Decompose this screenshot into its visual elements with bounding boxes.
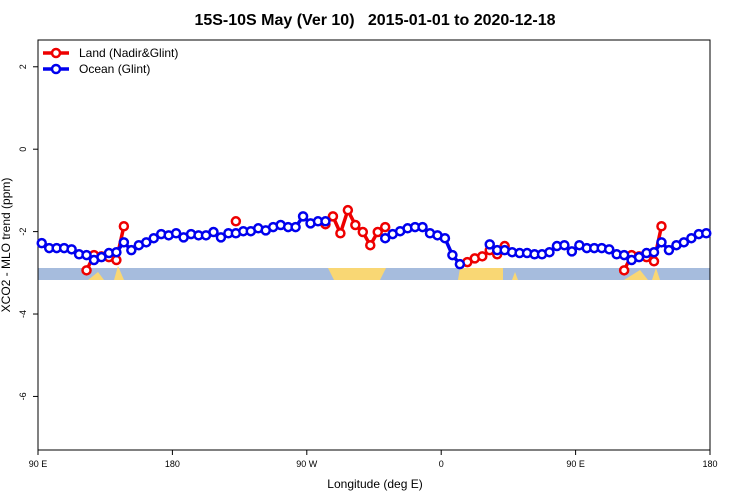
- point: [208, 226, 219, 238]
- point: [111, 246, 122, 258]
- point: [81, 249, 92, 261]
- y-tick-label: -2: [18, 228, 28, 236]
- point: [618, 249, 630, 261]
- x-tick-label: 180: [702, 459, 717, 469]
- point: [379, 221, 391, 233]
- point: [618, 265, 630, 276]
- point: [656, 237, 667, 248]
- point: [148, 232, 159, 244]
- point: [633, 251, 645, 263]
- point: [81, 265, 92, 276]
- y-tick-label: -6: [18, 392, 28, 400]
- point: [327, 211, 339, 222]
- point: [447, 249, 458, 261]
- point: [544, 246, 555, 258]
- x-tick-label: 180: [165, 459, 180, 469]
- point: [603, 244, 615, 255]
- x-axis-label: Longitude (deg E): [327, 477, 422, 491]
- point: [439, 232, 451, 244]
- point: [477, 251, 488, 262]
- point: [648, 246, 660, 258]
- series-line: [84, 205, 664, 272]
- y-tick-label: 2: [18, 64, 28, 69]
- point: [357, 226, 369, 238]
- point: [372, 226, 383, 238]
- point: [170, 228, 182, 239]
- point: [379, 232, 391, 244]
- x-tick-label: 90 W: [296, 459, 318, 469]
- x-tick-label: 90 E: [566, 459, 585, 469]
- point: [118, 221, 130, 232]
- point: [350, 219, 361, 231]
- point: [686, 232, 697, 244]
- point: [656, 221, 667, 232]
- y-tick-label: 0: [18, 147, 28, 152]
- point: [215, 232, 227, 243]
- point: [342, 204, 354, 216]
- y-tick-label: -4: [18, 310, 28, 318]
- point: [566, 246, 578, 257]
- point: [141, 237, 152, 248]
- point: [335, 228, 346, 239]
- point: [126, 244, 137, 256]
- point: [230, 216, 242, 227]
- legend-marker: [50, 47, 62, 59]
- point: [96, 251, 107, 263]
- point: [701, 228, 712, 239]
- point: [663, 244, 675, 256]
- legend-label: Ocean (Glint): [79, 62, 150, 76]
- point: [297, 211, 309, 222]
- x-tick-label: 0: [439, 459, 444, 469]
- point: [118, 237, 130, 248]
- legend-marker: [50, 63, 62, 75]
- point: [454, 258, 466, 270]
- point: [36, 237, 47, 249]
- point: [320, 216, 331, 227]
- point: [678, 237, 690, 248]
- x-tick-label: 90 E: [29, 459, 48, 469]
- chart-title: 15S-10S May (Ver 10) 2015-01-01 to 2020-…: [194, 12, 555, 29]
- point: [648, 256, 660, 267]
- land-ocean-strip: [38, 266, 710, 280]
- legend-label: Land (Nadir&Glint): [79, 46, 178, 60]
- y-axis-label: XCO2 - MLO trend (ppm): [0, 178, 13, 313]
- point: [66, 244, 77, 255]
- point: [559, 239, 570, 251]
- point: [484, 239, 495, 250]
- point: [365, 239, 376, 251]
- point: [290, 221, 301, 233]
- point: [417, 221, 428, 233]
